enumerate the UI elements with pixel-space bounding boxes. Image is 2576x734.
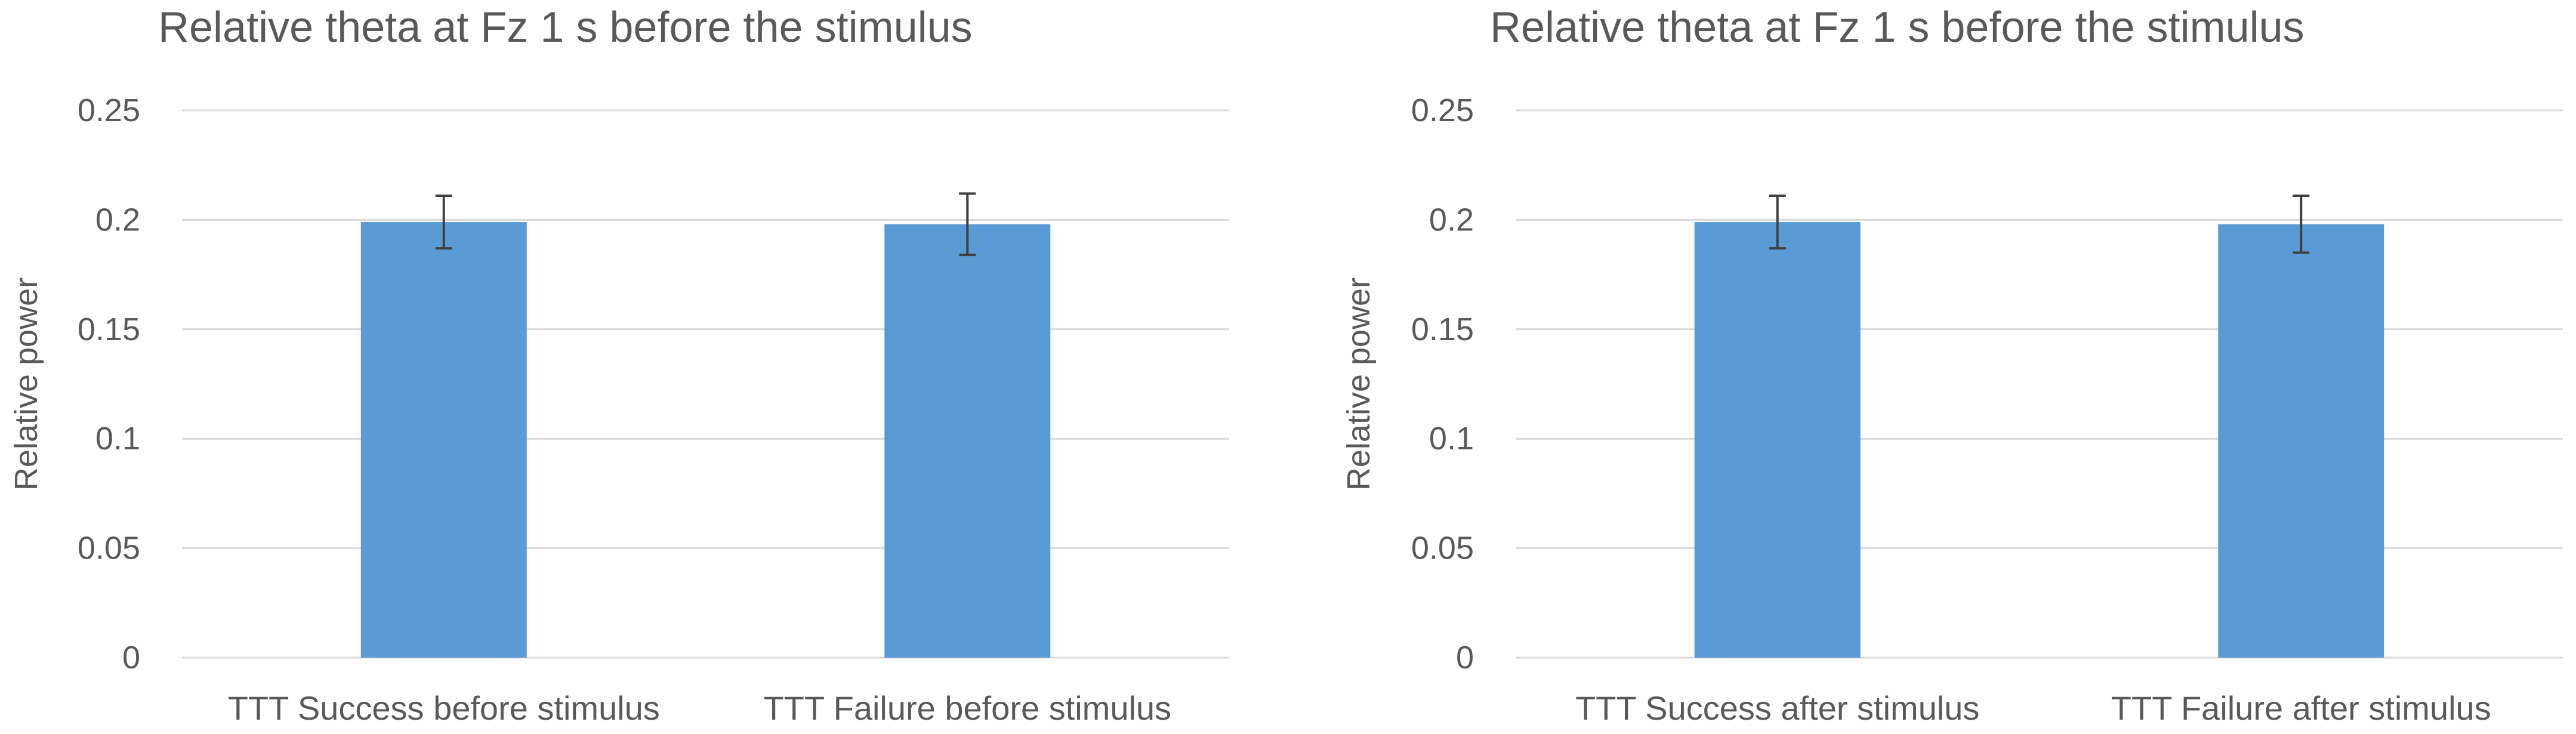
right-chart: Relative theta at Fz 1 s before the stim… <box>1341 4 2563 727</box>
right-category-label-0: TTT Success after stimulus <box>1575 689 1979 727</box>
right-gridlines <box>1516 109 2563 659</box>
left-error-bars <box>435 192 976 257</box>
right-error-bar-1 <box>2293 195 2310 254</box>
left-bar-1 <box>884 224 1051 658</box>
left-error-bar-1 <box>959 192 976 257</box>
left-bars <box>360 222 1051 658</box>
right-bar-1 <box>2218 224 2384 658</box>
right-bar-0 <box>1694 222 1861 658</box>
right-category-label-1: TTT Failure after stimulus <box>2111 689 2491 727</box>
left-y-ticks: 0 0.05 0.1 0.15 0.2 0.25 <box>78 92 140 676</box>
left-bar-0 <box>360 222 527 658</box>
left-category-label-1: TTT Failure before stimulus <box>763 689 1171 727</box>
left-category-labels: TTT Success before stimulus TTT Failure b… <box>228 689 1171 727</box>
right-error-bars <box>1769 195 2310 254</box>
left-y-tick-label: 0.2 <box>95 202 140 238</box>
left-y-tick-label: 0 <box>122 640 140 676</box>
left-error-bar-0 <box>435 195 452 250</box>
left-y-tick-label: 0.05 <box>78 531 140 566</box>
right-y-ticks: 0 0.05 0.1 0.15 0.2 0.25 <box>1411 92 1474 676</box>
left-gridlines <box>182 109 1229 659</box>
right-category-labels: TTT Success after stimulus TTT Failure af… <box>1575 689 2491 727</box>
left-y-axis-label: Relative power <box>8 277 44 491</box>
right-y-tick-label: 0.15 <box>1411 312 1474 347</box>
right-y-tick-label: 0.2 <box>1429 202 1474 238</box>
right-bars <box>1694 222 2384 658</box>
right-y-tick-label: 0.25 <box>1411 92 1474 128</box>
left-y-tick-label: 0.25 <box>78 92 140 128</box>
left-chart-title: Relative theta at Fz 1 s before the stim… <box>158 4 973 51</box>
right-y-tick-label: 0.1 <box>1429 421 1474 457</box>
right-y-axis-label: Relative power <box>1341 277 1377 491</box>
left-y-tick-label: 0.15 <box>78 312 140 347</box>
left-chart: Relative theta at Fz 1 s before the stim… <box>8 4 1229 727</box>
right-error-bar-0 <box>1769 195 1786 250</box>
right-y-tick-label: 0 <box>1456 640 1474 676</box>
left-y-tick-label: 0.1 <box>95 421 140 457</box>
left-category-label-0: TTT Success before stimulus <box>228 689 660 727</box>
right-chart-title: Relative theta at Fz 1 s before the stim… <box>1490 4 2304 51</box>
right-y-tick-label: 0.05 <box>1411 531 1474 566</box>
